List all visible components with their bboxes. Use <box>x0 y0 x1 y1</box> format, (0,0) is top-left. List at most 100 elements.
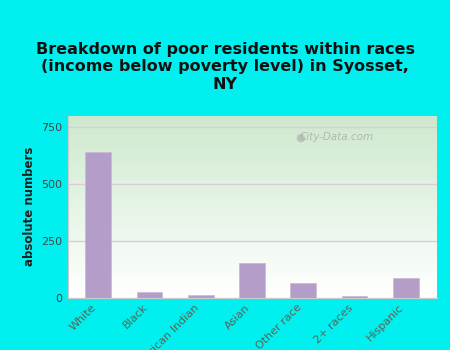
Bar <box>68 187 436 188</box>
Bar <box>68 188 436 190</box>
Bar <box>68 206 436 208</box>
Bar <box>68 246 436 248</box>
Bar <box>68 243 436 245</box>
Bar <box>68 228 436 230</box>
Bar <box>68 217 436 219</box>
Bar <box>68 150 436 152</box>
Bar <box>68 152 436 154</box>
Bar <box>68 272 436 274</box>
Bar <box>68 296 436 298</box>
Bar <box>68 237 436 239</box>
Bar <box>68 123 436 125</box>
Bar <box>68 205 436 206</box>
Bar <box>68 263 436 265</box>
Bar <box>68 154 436 155</box>
Bar <box>68 248 436 250</box>
Bar <box>68 116 436 117</box>
Bar <box>68 285 436 287</box>
Bar <box>68 219 436 221</box>
Bar <box>68 155 436 158</box>
Bar <box>68 239 436 241</box>
Bar <box>68 181 436 183</box>
Bar <box>68 216 436 217</box>
Bar <box>68 179 436 181</box>
Bar <box>68 126 436 128</box>
Bar <box>68 256 436 258</box>
Bar <box>68 292 436 294</box>
Bar <box>68 167 436 168</box>
Bar <box>68 141 436 143</box>
Bar <box>68 252 436 254</box>
Text: ●: ● <box>295 132 305 142</box>
Bar <box>68 274 436 276</box>
Bar <box>68 234 436 236</box>
Bar <box>68 146 436 148</box>
Bar <box>68 223 436 225</box>
Bar <box>68 134 436 135</box>
Bar <box>68 163 436 164</box>
Bar <box>68 159 436 161</box>
Bar <box>68 254 436 256</box>
Bar <box>68 278 436 279</box>
Bar <box>68 135 436 137</box>
Bar <box>68 158 436 159</box>
Bar <box>68 119 436 121</box>
Bar <box>68 121 436 123</box>
Bar <box>68 168 436 170</box>
Bar <box>68 270 436 272</box>
Bar <box>68 183 436 185</box>
Bar <box>68 139 436 141</box>
Bar <box>68 117 436 119</box>
Bar <box>68 203 436 205</box>
Text: City-Data.com: City-Data.com <box>300 132 374 142</box>
Bar <box>68 137 436 139</box>
Bar <box>68 283 436 285</box>
Bar <box>68 190 436 192</box>
Bar <box>68 125 436 126</box>
Bar <box>68 212 436 214</box>
Bar <box>68 245 436 246</box>
Bar <box>68 161 436 163</box>
Bar <box>342 296 367 298</box>
Bar <box>68 130 436 132</box>
Bar <box>68 226 436 228</box>
Bar <box>68 232 436 234</box>
Bar <box>68 265 436 267</box>
Bar <box>68 225 436 226</box>
Bar <box>68 290 436 292</box>
Bar <box>68 258 436 259</box>
Bar <box>68 236 436 237</box>
Bar <box>68 250 436 252</box>
Bar <box>68 276 436 278</box>
Bar <box>68 287 436 288</box>
Bar <box>68 281 436 283</box>
Y-axis label: absolute numbers: absolute numbers <box>23 147 36 266</box>
Bar <box>68 143 436 145</box>
Bar <box>68 132 436 134</box>
Bar <box>239 263 265 298</box>
Bar <box>68 294 436 296</box>
Bar <box>68 201 436 203</box>
Bar <box>68 174 436 176</box>
Bar <box>68 241 436 243</box>
Bar <box>68 279 436 281</box>
Bar <box>68 170 436 172</box>
Bar <box>393 278 419 298</box>
Bar <box>68 199 436 201</box>
Bar <box>68 128 436 130</box>
Bar <box>68 177 436 179</box>
Bar <box>86 152 111 298</box>
Bar <box>68 192 436 194</box>
Text: Breakdown of poor residents within races
(income below poverty level) in Syosset: Breakdown of poor residents within races… <box>36 42 414 92</box>
Bar <box>68 267 436 268</box>
Bar <box>68 176 436 177</box>
Bar <box>68 268 436 270</box>
Bar <box>188 295 214 298</box>
Bar <box>68 221 436 223</box>
Bar <box>68 214 436 216</box>
Bar <box>68 230 436 232</box>
Bar <box>68 196 436 197</box>
Bar <box>68 259 436 261</box>
Bar <box>68 288 436 290</box>
Bar <box>137 292 162 298</box>
